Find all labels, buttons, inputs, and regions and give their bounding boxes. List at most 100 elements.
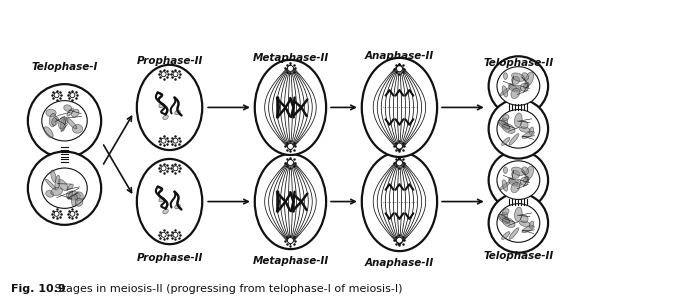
Ellipse shape (66, 191, 81, 200)
Circle shape (489, 150, 548, 210)
Text: Metaphase-II: Metaphase-II (252, 53, 329, 63)
Ellipse shape (362, 152, 437, 251)
Circle shape (287, 160, 294, 165)
Ellipse shape (520, 177, 528, 185)
Circle shape (287, 65, 294, 72)
Text: Prophase-II: Prophase-II (136, 56, 203, 66)
Ellipse shape (51, 170, 56, 182)
Ellipse shape (362, 58, 437, 157)
Ellipse shape (68, 191, 73, 199)
Ellipse shape (502, 209, 509, 215)
Ellipse shape (519, 221, 530, 227)
Ellipse shape (500, 182, 510, 190)
Ellipse shape (522, 167, 529, 174)
Circle shape (70, 93, 75, 98)
Ellipse shape (508, 85, 521, 92)
Ellipse shape (498, 214, 510, 224)
Ellipse shape (509, 134, 519, 145)
Circle shape (28, 152, 101, 225)
Ellipse shape (60, 119, 66, 131)
Text: Metaphase-II: Metaphase-II (252, 256, 329, 266)
Circle shape (161, 72, 166, 77)
Circle shape (397, 237, 403, 243)
Ellipse shape (497, 110, 540, 148)
Circle shape (397, 160, 403, 166)
Ellipse shape (159, 197, 164, 202)
Ellipse shape (67, 108, 73, 116)
Ellipse shape (521, 215, 528, 223)
Ellipse shape (511, 167, 525, 176)
Circle shape (28, 84, 101, 157)
Ellipse shape (163, 115, 168, 120)
Ellipse shape (499, 215, 510, 223)
Ellipse shape (52, 117, 58, 126)
Circle shape (70, 212, 75, 216)
Ellipse shape (45, 179, 56, 190)
Ellipse shape (511, 88, 520, 99)
Ellipse shape (255, 154, 326, 249)
Ellipse shape (45, 191, 54, 197)
Ellipse shape (499, 120, 510, 129)
Text: Stages in meiosis-II (progressing from telophase-I of meiosis-I): Stages in meiosis-II (progressing from t… (51, 284, 402, 294)
Ellipse shape (498, 120, 510, 130)
Circle shape (397, 66, 403, 72)
Circle shape (489, 193, 548, 253)
Ellipse shape (525, 72, 534, 86)
Text: Prophase-II: Prophase-II (136, 253, 203, 263)
Ellipse shape (75, 192, 83, 200)
Ellipse shape (497, 161, 540, 200)
Circle shape (489, 99, 548, 158)
Ellipse shape (64, 118, 68, 124)
Ellipse shape (137, 65, 202, 150)
Ellipse shape (523, 83, 529, 89)
Ellipse shape (73, 125, 83, 133)
Ellipse shape (530, 221, 534, 229)
Ellipse shape (137, 159, 202, 244)
Text: Anaphase-II: Anaphase-II (365, 51, 434, 61)
Ellipse shape (51, 188, 62, 196)
Circle shape (54, 212, 59, 216)
Ellipse shape (512, 76, 519, 84)
Circle shape (54, 93, 59, 98)
Ellipse shape (508, 178, 517, 185)
Ellipse shape (75, 198, 83, 206)
Ellipse shape (508, 179, 521, 186)
Ellipse shape (66, 118, 77, 129)
Ellipse shape (502, 115, 509, 121)
Ellipse shape (497, 204, 540, 242)
Circle shape (173, 72, 178, 77)
Ellipse shape (508, 84, 517, 91)
Ellipse shape (46, 109, 56, 117)
Ellipse shape (497, 67, 540, 105)
Ellipse shape (522, 73, 529, 80)
Ellipse shape (71, 109, 79, 117)
Ellipse shape (515, 207, 522, 221)
Ellipse shape (522, 131, 534, 138)
Text: Telophase-I: Telophase-I (31, 62, 98, 72)
Ellipse shape (504, 167, 507, 173)
Ellipse shape (64, 105, 72, 111)
Ellipse shape (502, 218, 515, 227)
Ellipse shape (42, 101, 87, 141)
Circle shape (397, 143, 403, 149)
Ellipse shape (502, 231, 510, 239)
Ellipse shape (44, 127, 53, 138)
Ellipse shape (523, 177, 529, 183)
Ellipse shape (58, 117, 65, 129)
Ellipse shape (521, 121, 528, 129)
Ellipse shape (163, 209, 168, 214)
Ellipse shape (49, 114, 56, 127)
Ellipse shape (515, 113, 522, 127)
Ellipse shape (502, 123, 515, 134)
Ellipse shape (520, 84, 528, 91)
Ellipse shape (500, 88, 510, 95)
Ellipse shape (42, 168, 87, 208)
Ellipse shape (502, 118, 508, 125)
Ellipse shape (502, 86, 508, 97)
Ellipse shape (519, 127, 530, 132)
Ellipse shape (58, 179, 68, 191)
Text: Anaphase-II: Anaphase-II (365, 258, 434, 268)
Ellipse shape (502, 138, 510, 146)
Circle shape (173, 232, 178, 237)
Ellipse shape (511, 73, 525, 81)
